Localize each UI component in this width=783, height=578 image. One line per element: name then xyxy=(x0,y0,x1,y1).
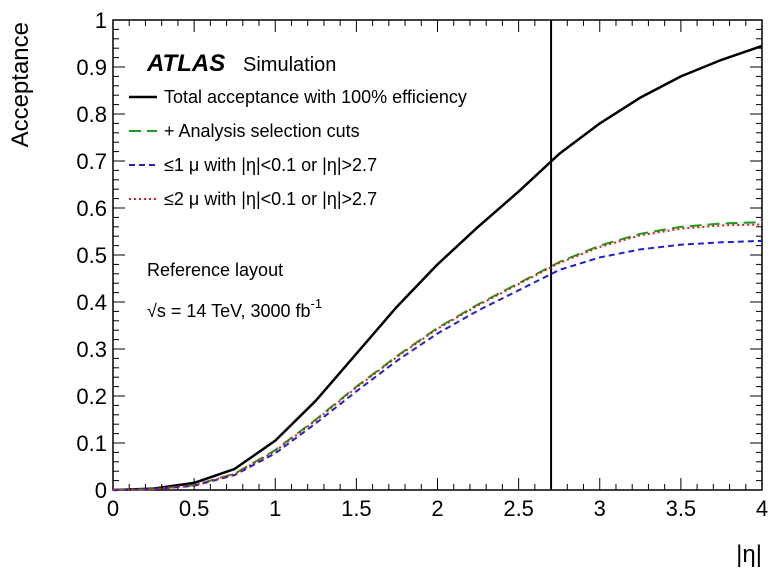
simulation-text: Simulation xyxy=(243,54,336,76)
y-tick-label: 0.2 xyxy=(76,384,107,409)
x-tick-label: 1.5 xyxy=(341,496,372,521)
x-tick-label: 2.5 xyxy=(503,496,534,521)
atlas-logo-text: ATLAS xyxy=(146,50,225,77)
y-tick-label: 0.7 xyxy=(76,149,107,174)
x-tick-label: 3 xyxy=(594,496,606,521)
y-tick-label: 0.1 xyxy=(76,431,107,456)
axis-ticks xyxy=(112,19,763,491)
series-line-1 xyxy=(112,44,763,492)
y-tick-label: 0.9 xyxy=(76,55,107,80)
series-layer xyxy=(112,44,763,492)
legend-label-2: + Analysis selection cuts xyxy=(164,121,360,141)
x-axis-title: |η| xyxy=(736,541,762,568)
energy-label-superscript: -1 xyxy=(311,296,323,311)
series-line-3 xyxy=(112,239,763,491)
y-tick-label: 0.3 xyxy=(76,337,107,362)
y-tick-label: 0 xyxy=(95,478,107,503)
y-axis-title: Acceptance xyxy=(7,22,34,147)
legend: Total acceptance with 100% efficiency + A… xyxy=(129,87,467,209)
y-tick-labels: 0 0.1 0.2 0.3 0.4 0.5 0.6 0.7 0.8 0.9 1 xyxy=(76,8,107,503)
x-tick-label: 0.5 xyxy=(179,496,210,521)
x-tick-label: 2 xyxy=(431,496,443,521)
x-tick-labels: 0 0.5 1 1.5 2 2.5 3 3.5 4 xyxy=(107,496,768,521)
atlas-label: ATLAS Simulation xyxy=(146,50,336,77)
x-tick-label: 4 xyxy=(756,496,768,521)
y-tick-label: 0.6 xyxy=(76,196,107,221)
y-tick-label: 0.5 xyxy=(76,243,107,268)
y-tick-label: 1 xyxy=(95,8,107,33)
y-tick-label: 0.8 xyxy=(76,102,107,127)
y-tick-label: 0.4 xyxy=(76,290,107,315)
energy-label-main: √s = 14 TeV, 3000 fb xyxy=(147,301,311,321)
x-tick-label: 1 xyxy=(269,496,281,521)
energy-label: √s = 14 TeV, 3000 fb-1 xyxy=(147,296,322,321)
series-line-2 xyxy=(112,221,763,491)
x-tick-label: 3.5 xyxy=(666,496,697,521)
legend-label-4: ≤2 μ with |η|<0.1 or |η|>2.7 xyxy=(164,189,377,209)
x-tick-label: 0 xyxy=(107,496,119,521)
series-line-4 xyxy=(112,223,763,491)
legend-label-1: Total acceptance with 100% efficiency xyxy=(164,87,467,107)
legend-label-3: ≤1 μ with |η|<0.1 or |η|>2.7 xyxy=(164,155,377,175)
layout-label: Reference layout xyxy=(147,260,283,280)
